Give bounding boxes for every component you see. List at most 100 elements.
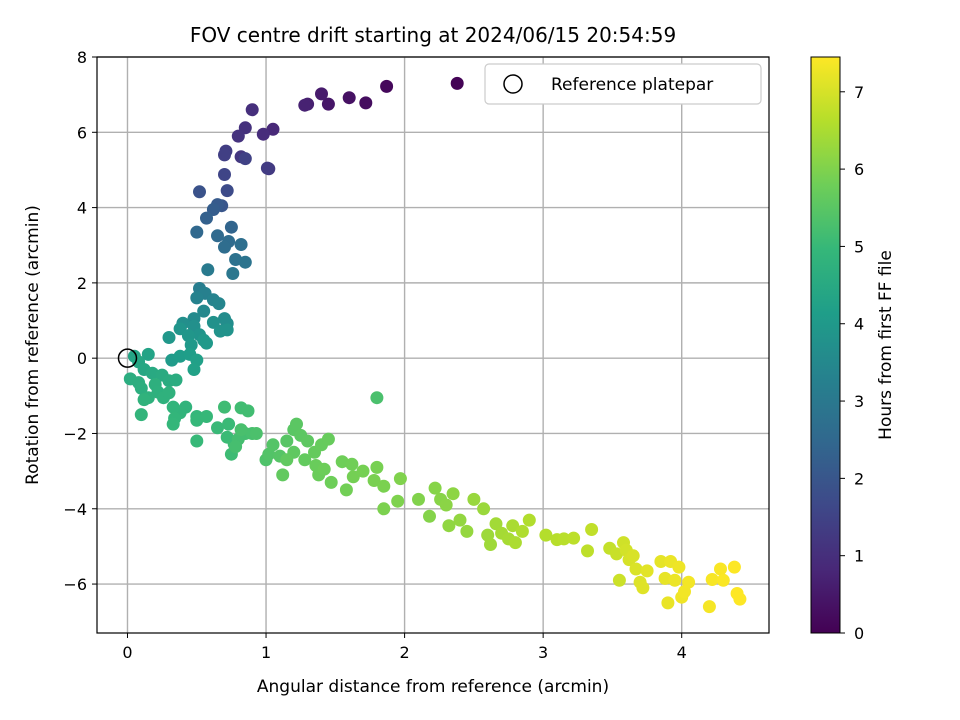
y-tick-label: 8 <box>77 48 87 67</box>
colorbar <box>810 56 841 634</box>
data-point <box>506 519 520 533</box>
x-tick-label: 3 <box>538 643 548 662</box>
data-point <box>298 453 312 467</box>
data-point <box>654 555 668 568</box>
data-point <box>256 127 270 141</box>
y-tick-label: −6 <box>63 575 87 594</box>
data-point <box>200 410 213 423</box>
data-point <box>714 562 727 576</box>
data-point <box>342 91 356 105</box>
data-point <box>301 434 315 448</box>
data-point <box>187 363 201 376</box>
data-point <box>211 229 224 243</box>
y-tick-label: 2 <box>77 274 87 293</box>
reference-platepar-marker <box>117 348 138 368</box>
y-tick-label: 6 <box>77 123 87 142</box>
data-point <box>557 532 571 546</box>
data-point <box>229 440 243 454</box>
data-point <box>276 468 290 482</box>
data-point <box>380 79 394 93</box>
data-point <box>345 457 359 471</box>
data-point <box>370 391 384 405</box>
legend: Reference platepar <box>484 63 762 105</box>
data-point <box>377 479 391 493</box>
data-point <box>346 470 360 484</box>
x-axis-label: Angular distance from reference (arcmin) <box>257 677 609 697</box>
data-point <box>201 263 215 277</box>
data-point <box>508 536 522 550</box>
data-point <box>197 304 211 318</box>
y-tick-label: 0 <box>77 349 87 368</box>
data-point <box>218 400 231 414</box>
data-point <box>280 434 294 448</box>
data-point <box>453 513 467 527</box>
data-point <box>317 462 331 476</box>
y-tick-label: −2 <box>63 424 87 443</box>
data-point <box>439 498 453 512</box>
data-point <box>234 423 248 437</box>
data-point <box>393 472 407 486</box>
data-point <box>672 560 686 574</box>
data-point <box>280 453 294 467</box>
data-point <box>137 393 151 407</box>
data-point <box>315 87 328 101</box>
data-point <box>169 373 183 387</box>
data-point <box>321 432 335 446</box>
colorbar-tick-label: 1 <box>854 547 864 566</box>
data-point <box>226 267 240 280</box>
data-point <box>450 76 464 90</box>
data-point <box>290 417 303 431</box>
x-tick-label: 0 <box>122 643 132 662</box>
legend-label-reference: Reference platepar <box>551 75 713 95</box>
y-axis-label: Rotation from reference (arcmin) <box>23 205 43 485</box>
data-point <box>489 517 503 531</box>
data-point <box>134 381 148 395</box>
data-point <box>391 494 405 508</box>
data-point <box>585 523 599 536</box>
data-point <box>193 185 206 199</box>
data-point <box>658 571 672 585</box>
data-point <box>238 255 252 269</box>
data-point <box>218 240 231 254</box>
data-point <box>211 421 224 435</box>
data-point <box>442 519 456 533</box>
x-tick-label: 1 <box>261 643 271 662</box>
y-tick-label: 4 <box>77 199 87 218</box>
data-point <box>222 417 236 431</box>
data-point <box>612 573 626 587</box>
data-point <box>218 168 231 181</box>
data-point <box>321 97 335 111</box>
data-point <box>581 544 594 558</box>
data-point <box>356 464 370 478</box>
x-tick-label: 4 <box>677 643 687 662</box>
data-point <box>166 417 180 431</box>
data-point <box>200 336 213 350</box>
data-point <box>661 596 675 610</box>
legend-box <box>484 63 762 105</box>
data-point <box>515 524 529 538</box>
data-point <box>668 573 682 587</box>
data-point <box>629 562 643 576</box>
data-point <box>218 148 231 162</box>
data-point <box>162 331 176 344</box>
y-axis-ticks: −6 −4 −2 0 2 4 6 8 <box>63 48 97 594</box>
data-point <box>339 483 353 497</box>
colorbar-label: Hours from first FF file <box>876 250 896 440</box>
data-point <box>200 211 213 225</box>
data-point <box>682 575 696 589</box>
data-point <box>260 161 274 175</box>
data-point <box>716 573 730 587</box>
legend-marker-reference <box>503 74 523 94</box>
data-points <box>123 76 747 614</box>
data-point <box>412 492 425 506</box>
plot-frame <box>96 56 770 634</box>
colorbar-ticks: 0 1 2 3 4 5 6 7 <box>840 83 864 643</box>
colorbar-tick-label: 0 <box>854 624 864 643</box>
data-point <box>220 184 234 198</box>
data-point <box>190 225 204 239</box>
x-tick-label: 2 <box>400 643 410 662</box>
data-point <box>626 549 640 563</box>
colorbar-tick-label: 6 <box>854 160 864 179</box>
data-point <box>245 103 259 117</box>
data-point <box>702 600 716 614</box>
